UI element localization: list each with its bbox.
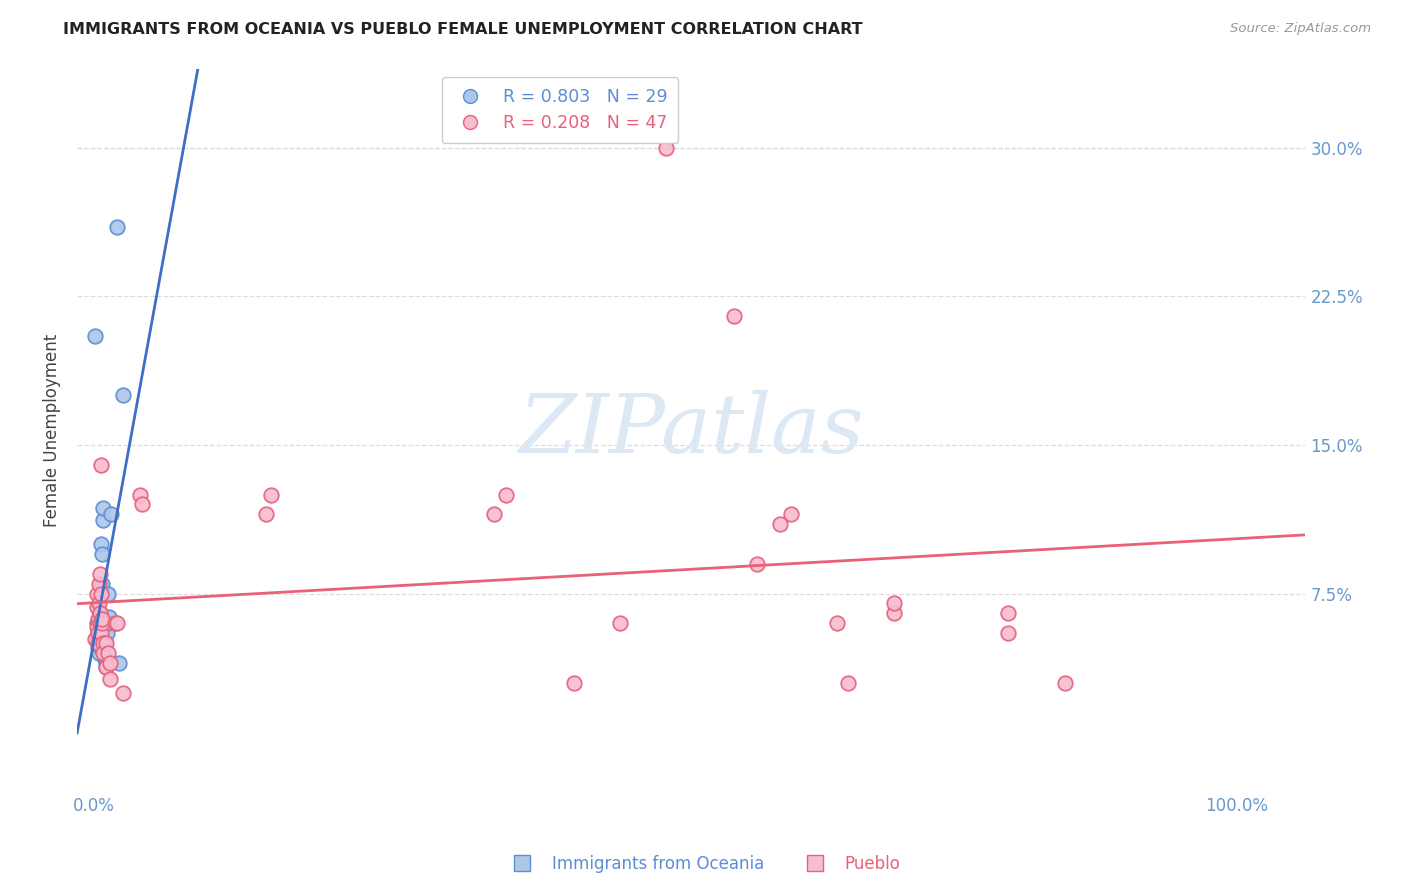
Point: [780, 508, 803, 522]
Point: [108, 656, 131, 670]
Point: [93, 636, 115, 650]
Point: [87, 636, 110, 650]
Point: [111, 388, 134, 402]
Point: [87, 597, 110, 611]
Point: [91, 547, 114, 561]
Point: [86, 616, 108, 631]
Point: [562, 675, 585, 690]
Point: [97, 616, 120, 631]
Point: [96, 626, 118, 640]
Text: Source: ZipAtlas.com: Source: ZipAtlas.com: [1230, 22, 1371, 36]
Y-axis label: Female Unemployment: Female Unemployment: [44, 334, 60, 527]
Point: [89, 607, 111, 621]
Point: [87, 576, 110, 591]
Point: [86, 612, 108, 626]
Point: [129, 487, 152, 501]
Point: [997, 626, 1019, 640]
Point: [93, 636, 115, 650]
Point: [97, 646, 120, 660]
Point: [89, 566, 111, 581]
Point: [654, 141, 676, 155]
Point: [86, 636, 108, 650]
Point: [254, 508, 277, 522]
Point: [87, 612, 110, 626]
Point: [89, 607, 111, 621]
Point: [90, 537, 112, 551]
Point: [260, 487, 283, 501]
Point: [100, 508, 122, 522]
Point: [86, 620, 108, 634]
Legend: Immigrants from Oceania, Pueblo: Immigrants from Oceania, Pueblo: [499, 848, 907, 880]
Point: [90, 620, 112, 634]
Point: [105, 220, 128, 235]
Point: [883, 607, 905, 621]
Point: [93, 501, 115, 516]
Point: [89, 640, 111, 654]
Point: [90, 626, 112, 640]
Point: [86, 586, 108, 600]
Point: [997, 607, 1019, 621]
Point: [86, 626, 108, 640]
Point: [86, 640, 108, 654]
Point: [98, 672, 121, 686]
Point: [825, 616, 848, 631]
Point: [94, 660, 117, 674]
Point: [98, 610, 121, 624]
Point: [883, 597, 905, 611]
Point: [837, 675, 859, 690]
Point: [93, 652, 115, 666]
Point: [89, 616, 111, 631]
Point: [98, 656, 121, 670]
Point: [84, 329, 107, 343]
Text: ZIPatlas: ZIPatlas: [519, 390, 865, 470]
Point: [1054, 675, 1077, 690]
Point: [104, 616, 127, 631]
Point: [91, 612, 114, 626]
Point: [93, 513, 115, 527]
Point: [91, 576, 114, 591]
Legend:   R = 0.803   N = 29,   R = 0.208   N = 47: R = 0.803 N = 29, R = 0.208 N = 47: [441, 78, 678, 143]
Point: [97, 586, 120, 600]
Point: [93, 646, 115, 660]
Point: [94, 660, 117, 674]
Point: [90, 586, 112, 600]
Point: [91, 616, 114, 631]
Point: [131, 497, 153, 511]
Point: [609, 616, 631, 631]
Point: [111, 685, 134, 699]
Point: [94, 636, 117, 650]
Point: [723, 309, 745, 323]
Point: [94, 656, 117, 670]
Point: [86, 626, 108, 640]
Point: [90, 458, 112, 472]
Point: [769, 517, 792, 532]
Point: [482, 508, 505, 522]
Point: [89, 626, 111, 640]
Point: [495, 487, 517, 501]
Point: [84, 632, 107, 647]
Point: [105, 616, 128, 631]
Text: IMMIGRANTS FROM OCEANIA VS PUEBLO FEMALE UNEMPLOYMENT CORRELATION CHART: IMMIGRANTS FROM OCEANIA VS PUEBLO FEMALE…: [63, 22, 863, 37]
Point: [93, 636, 115, 650]
Point: [87, 646, 110, 660]
Point: [745, 557, 768, 571]
Point: [86, 600, 108, 615]
